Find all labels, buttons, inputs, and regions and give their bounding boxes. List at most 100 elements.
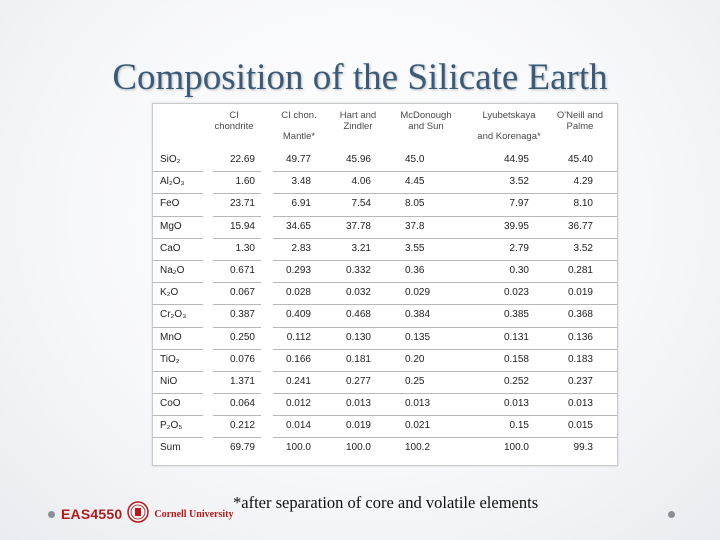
table-cell: 36.77	[567, 220, 593, 232]
row-label: Sum	[160, 442, 181, 454]
row-label: MnO	[160, 331, 182, 343]
table-cell: 0.20	[405, 353, 425, 365]
table-cell: 7.97	[509, 198, 529, 210]
composition-table: CI chondrite CI chon. Mantle* Hart and Zind…	[152, 103, 618, 466]
table-cell: 0.368	[567, 309, 593, 321]
table-cell: 0.021	[405, 420, 431, 432]
row-divider	[153, 259, 617, 261]
row-label: Al₂O₃	[160, 176, 185, 188]
table-cell: 37.8	[405, 220, 425, 232]
table-cell: 0.158	[503, 353, 529, 365]
col-header-lyubetskaya-korenaga: Lyubetskaya and Korenaga*	[477, 110, 541, 142]
table-cell: 0.067	[229, 287, 255, 299]
table-cell: 4.06	[351, 176, 371, 188]
table-row: SiO₂ 22.69 49.77 45.96 45.0 44.95 45.40	[153, 150, 617, 173]
table-cell: 3.21	[351, 242, 371, 254]
table-cell: 0.135	[405, 331, 431, 343]
row-divider	[153, 237, 617, 239]
table-cell: 15.94	[229, 220, 255, 232]
table-body: SiO₂ 22.69 49.77 45.96 45.0 44.95 45.40 Al₂O₃ 1.…	[153, 150, 617, 461]
table-row: MgO 15.94 34.65 37.78 37.8 39.95 36.77	[153, 217, 617, 239]
table-cell: 0.181	[345, 353, 371, 365]
table-cell: 0.019	[345, 420, 371, 432]
table-cell: 22.69	[229, 154, 255, 165]
table-row: MnO 0.250 0.112 0.130 0.135 0.131 0.136	[153, 328, 617, 350]
table-cell: 99.3	[573, 442, 593, 454]
table-cell: 44.95	[503, 154, 529, 165]
table-cell: 3.48	[291, 176, 311, 188]
table-cell: 0.076	[229, 353, 255, 365]
row-label: SiO₂	[160, 154, 181, 165]
table-cell: 0.25	[405, 375, 425, 387]
table-row: CoO 0.064 0.012 0.013 0.013 0.013 0.013	[153, 394, 617, 417]
row-divider	[153, 282, 617, 284]
table-cell: 0.385	[503, 309, 529, 321]
col-header-ci-mantle: CI chon. Mantle*	[281, 110, 317, 142]
table-cell: 8.05	[405, 198, 425, 210]
table-cell: 0.013	[405, 398, 431, 410]
row-divider	[153, 304, 617, 306]
table-cell: 0.250	[229, 331, 255, 343]
table-row: K₂O 0.067 0.028 0.032 0.029 0.023 0.019	[153, 283, 617, 306]
table-row: Al₂O₃ 1.60 3.48 4.06 4.45 3.52 4.29	[153, 172, 617, 195]
row-label: K₂O	[160, 287, 179, 299]
table-cell: 0.332	[345, 264, 371, 276]
table-cell: 7.54	[351, 198, 371, 210]
col-header-mcdonough-sun: McDonough and Sun	[400, 110, 452, 132]
table-cell: 0.277	[345, 375, 371, 387]
table-cell: 45.96	[345, 154, 371, 165]
footnote: *after separation of core and volatile e…	[233, 493, 539, 512]
table-cell: 0.014	[285, 420, 311, 432]
table-cell: 3.55	[405, 242, 425, 254]
slide-title: Composition of the Silicate Earth	[112, 57, 608, 98]
table-cell: 6.91	[291, 198, 311, 210]
table-cell: 45.0	[405, 154, 425, 165]
table-cell: 0.032	[345, 287, 371, 299]
table-cell: 100.0	[285, 442, 311, 454]
table-cell: 0.136	[567, 331, 593, 343]
table-cell: 34.65	[285, 220, 311, 232]
row-label: CoO	[160, 398, 181, 410]
course-code: EAS4550	[61, 506, 123, 522]
table-cell: 23.71	[229, 198, 255, 210]
table-cell: 49.77	[285, 154, 311, 165]
table-cell: 37.78	[345, 220, 371, 232]
table-cell: 39.95	[503, 220, 529, 232]
row-divider	[153, 437, 617, 439]
table-cell: 0.012	[285, 398, 311, 410]
row-divider	[153, 393, 617, 395]
row-divider	[153, 215, 617, 217]
table-cell: 0.281	[567, 264, 593, 276]
table-row: NiO 1.371 0.241 0.277 0.25 0.252 0.237	[153, 372, 617, 395]
table-cell: 2.83	[291, 242, 311, 254]
table-row: CaO 1.30 2.83 3.21 3.55 2.79 3.52	[153, 239, 617, 261]
course-logo: EAS4550 Cornell University	[48, 500, 234, 526]
table-cell: 0.019	[567, 287, 593, 299]
row-label: MgO	[160, 220, 182, 232]
table-cell: 45.40	[567, 154, 593, 165]
table-cell: 1.30	[235, 242, 255, 254]
table-cell: 0.212	[229, 420, 255, 432]
table-cell: 0.013	[503, 398, 529, 410]
row-label: FeO	[160, 198, 180, 210]
table-cell: 0.166	[285, 353, 311, 365]
table-cell: 0.671	[229, 264, 255, 276]
table-cell: 0.468	[345, 309, 371, 321]
table-cell: 0.15	[509, 420, 529, 432]
table-cell: 0.252	[503, 375, 529, 387]
table-cell: 0.30	[509, 264, 529, 276]
row-divider	[153, 370, 617, 372]
table-cell: 0.237	[567, 375, 593, 387]
col-header-oneill-palme: O'Neill and Palme	[556, 110, 604, 132]
table-cell: 0.029	[405, 287, 431, 299]
row-label: Na₂O	[160, 264, 185, 276]
table-row: TiO₂ 0.076 0.166 0.181 0.20 0.158 0.183	[153, 350, 617, 372]
table-cell: 3.52	[509, 176, 529, 188]
row-label: TiO₂	[160, 353, 180, 365]
table-cell: 100.0	[503, 442, 529, 454]
table-cell: 0.064	[229, 398, 255, 410]
table-cell: 0.387	[229, 309, 255, 321]
table-cell: 0.130	[345, 331, 371, 343]
table-cell: 0.183	[567, 353, 593, 365]
table-cell: 0.293	[285, 264, 311, 276]
